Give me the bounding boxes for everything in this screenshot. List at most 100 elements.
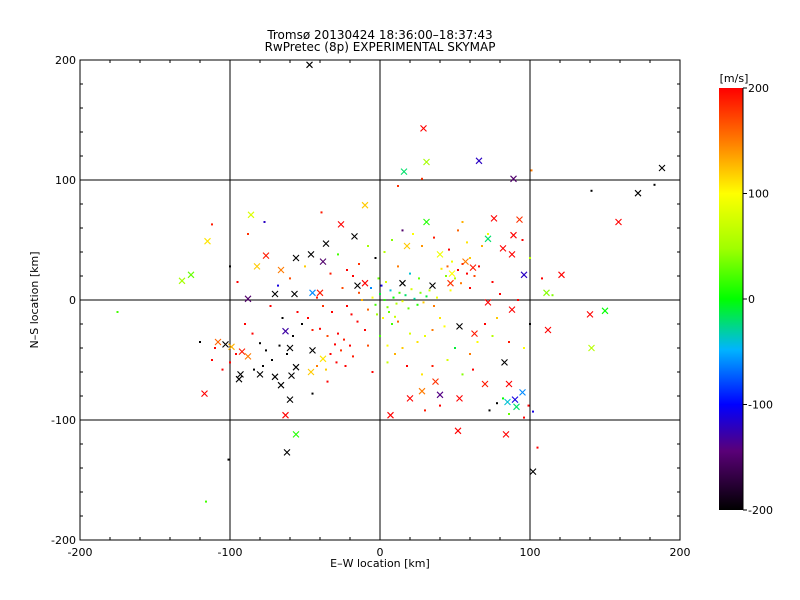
data-point-dot [331,311,333,313]
data-point-dot [499,293,501,295]
data-point-cross [354,282,361,289]
data-point-dot [436,296,438,299]
data-point-cross [262,252,270,259]
data-point-cross [400,168,408,175]
data-point-dot [340,349,342,352]
data-point-dot [371,371,374,373]
data-point-dot [394,353,396,355]
scatter-points [116,61,666,503]
data-point-dot [443,325,446,328]
chart-title: Tromsø 20130424 18:36:00–18:37:43 [267,28,493,42]
data-point-cross [481,380,489,388]
data-point-dot [319,327,321,330]
data-point-dot [199,341,201,343]
data-point-dot [445,275,447,277]
data-point-dot [454,277,456,280]
data-point-cross [510,175,517,183]
data-point-dot [397,185,399,187]
data-point-cross [228,343,235,351]
data-point-cross [244,295,252,303]
data-point-dot [386,361,389,364]
data-point-cross [337,221,345,228]
data-point-cross [448,270,456,277]
data-point-cross [286,396,294,403]
data-point-dot [374,303,377,306]
data-point-cross [490,215,498,222]
y-tick-label: 200 [55,54,76,67]
data-point-cross [235,375,243,383]
data-point-cross [361,201,369,209]
data-point-cross [516,216,523,223]
data-point-cross [204,237,211,245]
x-tick-label: -200 [68,546,93,559]
data-point-cross [471,330,478,337]
data-point-dot [344,365,347,367]
data-point-dot [358,263,360,265]
data-point-dot [221,368,224,371]
data-point-dot [367,308,369,311]
data-point-cross [447,279,454,287]
data-point-dot [530,169,533,172]
data-point-dot [401,300,404,303]
data-point-dot [251,332,254,335]
data-point-dot [457,269,459,271]
data-point-dot [536,446,539,449]
data-point-dot [521,239,524,241]
data-point-cross [309,347,316,354]
data-point-cross [403,242,411,250]
data-point-cross [469,264,477,271]
data-point-dot [271,359,273,361]
data-point-dot [469,287,471,289]
data-point-dot [278,344,281,347]
data-point-cross [244,353,252,360]
data-point-dot [401,347,404,349]
data-point-cross [319,355,327,363]
data-point-dot [329,353,332,355]
data-point-cross [292,363,300,371]
data-point-dot [286,353,288,355]
data-point-cross [418,387,426,395]
data-point-cross [406,395,414,402]
data-point-dot [358,291,360,294]
data-point-dot [488,409,491,412]
data-point-cross [387,411,394,419]
data-point-dot [334,343,336,346]
data-point-dot [382,317,384,319]
data-point-dot [311,392,314,395]
data-point-cross [475,157,483,165]
data-point-cross [544,326,552,334]
data-point-dot [265,349,267,352]
data-point-dot [406,365,408,367]
y-axis-label: N–S location [km] [28,251,41,348]
data-point-dot [466,272,468,275]
data-point-dot [326,335,329,337]
colorbar-tick-label: -100 [748,399,773,412]
colorbar [719,88,743,510]
data-point-dot [394,315,396,318]
data-point-dot [541,277,543,280]
data-point-dot [527,404,530,407]
data-point-dot [116,311,119,313]
data-point-cross [288,372,295,379]
data-point-cross [558,271,565,279]
data-point-cross [256,371,264,378]
data-point-cross [429,282,436,289]
data-point-dot [367,344,369,347]
data-point-dot [461,373,464,376]
data-point-dot [433,236,435,239]
data-point-cross [658,164,666,172]
data-point-dot [476,341,479,343]
data-point-cross [508,251,516,258]
data-point-cross [529,468,537,475]
data-point-cross [511,396,519,403]
data-point-dot [389,289,392,292]
data-point-dot [322,305,324,307]
colorbar-tick-label: 200 [748,82,769,95]
x-tick-label: 100 [520,546,541,559]
colorbar-tick-label: -200 [748,504,773,517]
data-point-dot [205,500,207,503]
data-point-dot [473,275,476,277]
data-point-dot [409,332,411,335]
data-point-dot [262,365,264,367]
data-point-cross [499,245,507,252]
